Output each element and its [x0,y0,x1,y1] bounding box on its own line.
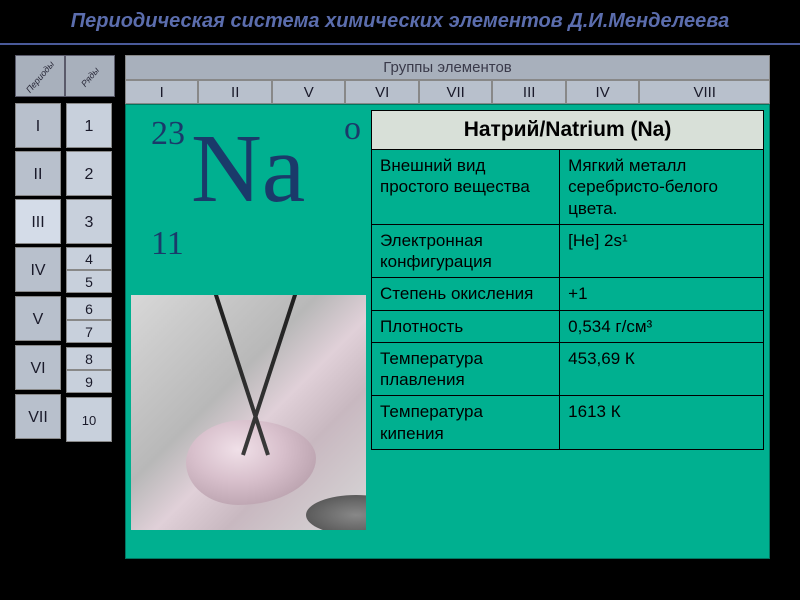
period-cell-3[interactable]: III [15,199,61,244]
row-cell-5[interactable]: 5 [66,270,112,293]
row-cell-6[interactable]: 6 [66,297,112,320]
period-cell-6[interactable]: VI [15,345,61,390]
row-cell-2[interactable]: 2 [66,151,112,196]
element-info-table: Натрий/Natrium (Na) Внешний вид простого… [371,110,764,450]
rows-column: 1 2 3 4 5 6 7 8 9 10 [66,103,112,442]
group-cell-5[interactable]: V [272,80,345,104]
group-cell-2[interactable]: II [198,80,271,104]
group-cell-4[interactable]: IV [566,80,639,104]
row-cell-3[interactable]: 3 [66,199,112,244]
row-cell-4[interactable]: 4 [66,247,112,270]
table-row: Плотность0,534 г/см³ [372,310,764,342]
groups-header: Группы элементов [125,55,770,80]
table-row: Степень окисления+1 [372,278,764,310]
group-cell-1[interactable]: I [125,80,198,104]
periods-header: Периоды [15,55,65,97]
groups-block: Группы элементов I II V VI VII III IV VI… [125,55,770,104]
info-title: Натрий/Natrium (Na) [372,111,764,150]
element-number: 11 [151,225,184,263]
row-cell-7[interactable]: 7 [66,320,112,343]
element-photo [131,295,366,530]
row-cell-1[interactable]: 1 [66,103,112,148]
content-area: 23 o Na 11 Натрий/Natrium (Na) Внешний в… [125,104,770,559]
group-cell-7[interactable]: VII [419,80,492,104]
groups-row: I II V VI VII III IV VIII [125,80,770,104]
row-cell-10[interactable]: 10 [66,397,112,442]
period-cell-7[interactable]: VII [15,394,61,439]
row-cell-8[interactable]: 8 [66,347,112,370]
element-symbol: Na [191,120,305,218]
table-row: Температура кипения1613 К [372,396,764,450]
left-sidebar: Периоды Ряды I II III IV V VI VII 1 2 3 … [15,55,125,442]
period-cell-2[interactable]: II [15,151,61,196]
group-cell-8[interactable]: VIII [639,80,770,104]
period-cell-4[interactable]: IV [15,247,61,292]
page-title: Периодическая система химических элемент… [0,0,800,45]
table-row: Электронная конфигурация[He] 2s¹ [372,224,764,278]
period-cell-5[interactable]: V [15,296,61,341]
element-mass: 23 [151,115,185,153]
table-row: Внешний вид простого веществаМягкий мета… [372,150,764,225]
main-container: Периоды Ряды I II III IV V VI VII 1 2 3 … [15,55,785,559]
row-cell-9[interactable]: 9 [66,370,112,393]
periods-column: I II III IV V VI VII [15,103,61,442]
group-cell-6[interactable]: VI [345,80,418,104]
rows-header: Ряды [65,55,115,97]
element-corner: o [344,110,361,148]
group-cell-3[interactable]: III [492,80,565,104]
table-row: Температура плавления453,69 К [372,342,764,396]
period-cell-1[interactable]: I [15,103,61,148]
element-display: 23 o Na 11 [136,105,366,280]
